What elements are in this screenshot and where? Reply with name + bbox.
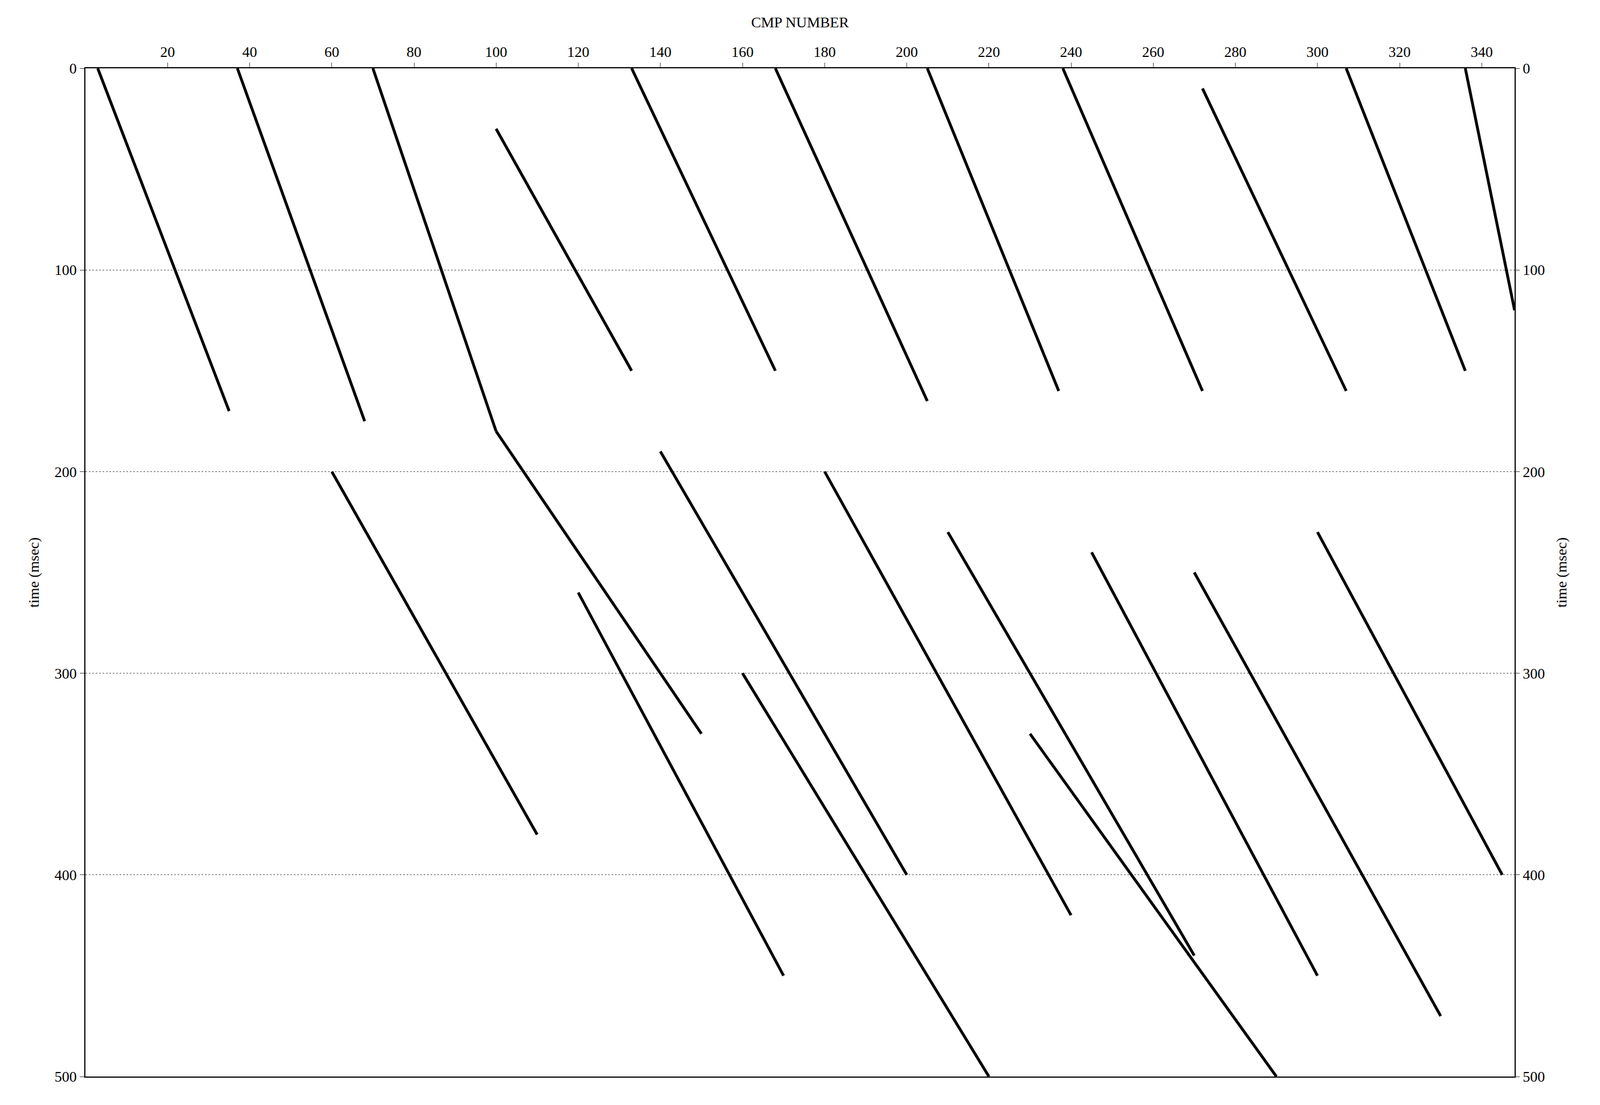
svg-text:300: 300	[54, 665, 77, 683]
svg-text:200: 200	[1522, 464, 1545, 481]
svg-text:0: 0	[69, 60, 77, 77]
svg-text:60: 60	[324, 43, 340, 61]
svg-text:100: 100	[485, 43, 508, 61]
svg-text:time (msec): time (msec)	[25, 537, 43, 608]
svg-text:400: 400	[1522, 867, 1545, 884]
svg-text:100: 100	[54, 261, 77, 279]
svg-text:20: 20	[160, 43, 175, 61]
svg-text:CMP NUMBER: CMP NUMBER	[751, 14, 849, 31]
svg-text:200: 200	[895, 43, 918, 61]
svg-text:100: 100	[1522, 261, 1545, 279]
svg-text:180: 180	[813, 43, 836, 61]
svg-text:340: 340	[1470, 43, 1493, 61]
svg-text:500: 500	[54, 1068, 77, 1086]
svg-text:320: 320	[1388, 43, 1411, 61]
svg-text:40: 40	[242, 43, 258, 61]
svg-text:time (msec): time (msec)	[1553, 537, 1570, 608]
svg-text:80: 80	[406, 43, 422, 61]
svg-text:300: 300	[1306, 43, 1329, 61]
svg-text:140: 140	[649, 43, 672, 61]
svg-text:260: 260	[1142, 43, 1165, 61]
svg-text:500: 500	[1522, 1068, 1545, 1086]
svg-text:0: 0	[1522, 60, 1530, 77]
svg-text:400: 400	[54, 867, 77, 884]
svg-text:300: 300	[1522, 665, 1545, 683]
svg-text:120: 120	[567, 43, 590, 61]
svg-text:280: 280	[1224, 43, 1247, 61]
svg-text:200: 200	[54, 464, 77, 481]
svg-text:220: 220	[977, 43, 1000, 61]
svg-text:240: 240	[1060, 43, 1083, 61]
svg-text:160: 160	[731, 43, 754, 61]
